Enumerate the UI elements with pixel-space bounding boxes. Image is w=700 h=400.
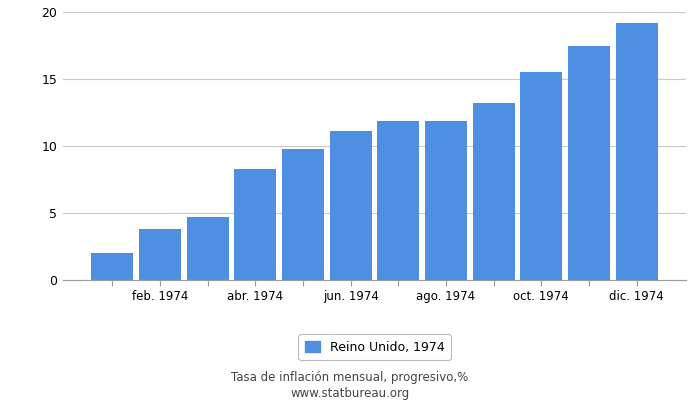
Bar bbox=[520, 72, 562, 280]
Bar bbox=[282, 149, 324, 280]
Bar bbox=[568, 46, 610, 280]
Bar bbox=[91, 253, 133, 280]
Bar bbox=[377, 120, 419, 280]
Bar bbox=[425, 120, 467, 280]
Legend: Reino Unido, 1974: Reino Unido, 1974 bbox=[298, 334, 451, 360]
Text: www.statbureau.org: www.statbureau.org bbox=[290, 388, 410, 400]
Bar bbox=[234, 169, 276, 280]
Bar bbox=[616, 23, 658, 280]
Bar bbox=[187, 217, 229, 280]
Text: Tasa de inflación mensual, progresivo,%: Tasa de inflación mensual, progresivo,% bbox=[232, 372, 468, 384]
Bar bbox=[473, 103, 514, 280]
Bar bbox=[139, 229, 181, 280]
Bar bbox=[330, 131, 372, 280]
